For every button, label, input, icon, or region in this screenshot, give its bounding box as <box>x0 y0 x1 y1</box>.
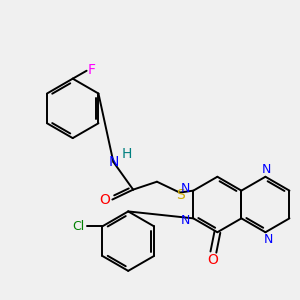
Text: O: O <box>99 193 110 206</box>
Text: N: N <box>264 233 273 246</box>
Text: Cl: Cl <box>73 220 85 233</box>
Text: N: N <box>262 163 271 176</box>
Text: N: N <box>181 182 190 195</box>
Text: N: N <box>181 214 190 227</box>
Text: O: O <box>207 253 218 267</box>
Text: F: F <box>88 63 95 77</box>
Text: S: S <box>176 188 185 202</box>
Text: H: H <box>122 147 132 161</box>
Text: N: N <box>108 155 118 169</box>
